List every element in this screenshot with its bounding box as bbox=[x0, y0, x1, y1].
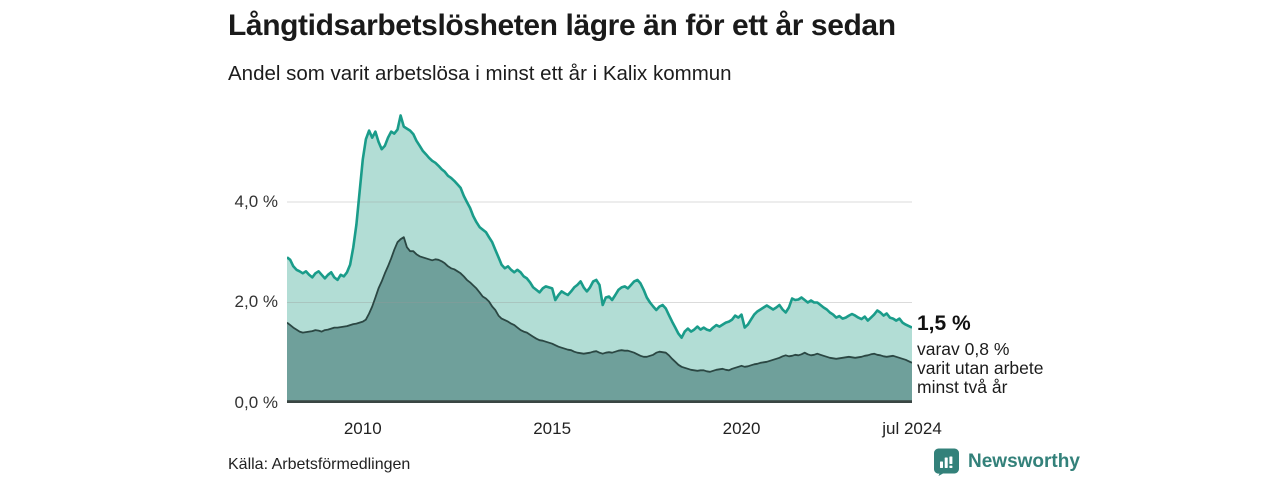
newsworthy-icon bbox=[933, 448, 959, 476]
page-subtitle: Andel som varit arbetslösa i minst ett å… bbox=[228, 62, 732, 85]
brand-logo: Newsworthy bbox=[933, 448, 1080, 476]
x-tick-label: 2010 bbox=[343, 419, 382, 438]
annotation-value: 1,5 % bbox=[917, 312, 971, 335]
plot bbox=[287, 114, 912, 404]
source-note: Källa: Arbetsförmedlingen bbox=[228, 456, 411, 473]
line-unemployed-1yr bbox=[287, 114, 912, 339]
y-tick-label: 2,0 % bbox=[234, 292, 278, 312]
y-tick-label: 4,0 % bbox=[234, 191, 278, 211]
area-unemployed-2yr bbox=[287, 237, 912, 403]
annotation-line-3: minst två år bbox=[917, 377, 1008, 397]
brand-name: Newsworthy bbox=[968, 451, 1080, 472]
annotation-line-2: varit utan arbete bbox=[917, 358, 1044, 378]
x-tick-label: 2015 bbox=[533, 419, 572, 438]
x-tick-label: 2020 bbox=[722, 419, 761, 438]
page-title: Långtidsarbetslösheten lägre än för ett … bbox=[228, 9, 896, 42]
y-tick-label: 0,0 % bbox=[234, 393, 278, 412]
annotation-line-1: varav 0,8 % bbox=[917, 339, 1010, 359]
line-unemployed-2yr bbox=[287, 236, 912, 373]
x-tick-label: jul 2024 bbox=[882, 419, 942, 438]
last-value-annotation: 1,5 % varav 0,8 % varit utan arbete mins… bbox=[917, 312, 1087, 397]
